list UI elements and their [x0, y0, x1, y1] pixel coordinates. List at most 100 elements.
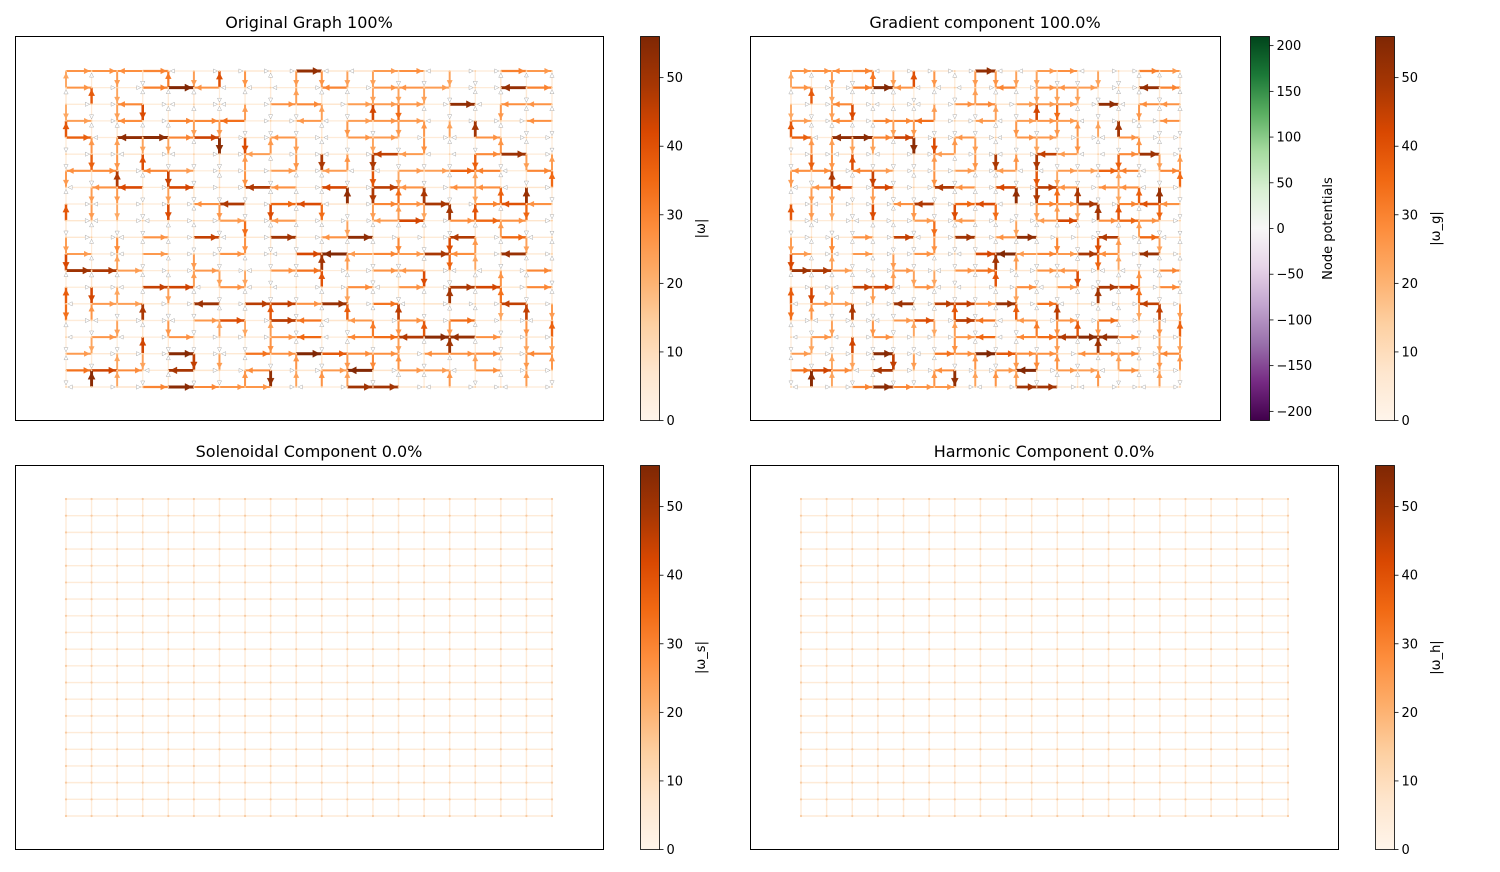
edge-arrow [85, 318, 91, 323]
edge-arrow [911, 197, 917, 203]
graph-node [423, 153, 426, 156]
edge-arrow [268, 155, 274, 161]
edge-arrow [911, 164, 917, 170]
graph-node [295, 631, 298, 634]
edge-arrow [1091, 318, 1097, 323]
edge-arrow [190, 272, 197, 279]
edge-arrow [1008, 367, 1015, 374]
edge-arrow [874, 151, 880, 157]
edge-arrow [187, 234, 193, 240]
edge-arrow [907, 218, 913, 224]
edge-arrow [931, 214, 937, 220]
edge-arrow [866, 201, 872, 207]
graph-node [790, 352, 792, 355]
edge-arrow [803, 250, 810, 257]
graph-node [116, 531, 119, 534]
edge-arrow [272, 284, 277, 290]
edge-arrow [344, 180, 350, 186]
edge-arrow [315, 85, 321, 90]
graph-node [1158, 86, 1161, 89]
edge-arrow [865, 84, 872, 91]
graph-node [1097, 203, 1100, 205]
edge-arrow [468, 384, 474, 390]
edge-arrow [828, 329, 835, 336]
edge-arrow [63, 347, 69, 353]
edge-arrow [494, 118, 500, 124]
graph-node [1179, 369, 1181, 372]
graph-node [320, 698, 323, 701]
graph-node [912, 136, 915, 139]
graph-node [372, 169, 374, 172]
graph-node [269, 253, 272, 255]
edge-arrow [242, 105, 249, 112]
graph-node [320, 153, 323, 156]
edge-arrow [993, 347, 999, 353]
graph-node [65, 286, 67, 289]
graph-node [141, 153, 144, 156]
edge-arrow [447, 197, 453, 203]
edge-arrow [802, 266, 810, 275]
edge-arrow [467, 217, 474, 224]
edge-arrow [370, 288, 376, 294]
edge-arrow [187, 218, 193, 224]
edge-arrow [948, 201, 954, 207]
graph-node [448, 748, 451, 751]
edge-arrow [869, 212, 877, 220]
edge-arrow [1136, 313, 1143, 319]
edge-arrow [217, 347, 222, 353]
graph-node [1076, 286, 1079, 289]
edge-arrow [803, 350, 810, 357]
edge-arrow [865, 234, 872, 241]
graph-node [397, 581, 400, 584]
graph-node [320, 614, 323, 617]
graph-node [1035, 219, 1038, 222]
edge-arrow [523, 371, 530, 378]
graph-node [244, 103, 246, 106]
graph-node [320, 253, 323, 255]
edge-arrow [1034, 347, 1040, 353]
graph-node [218, 514, 221, 517]
edge-arrow [318, 162, 326, 170]
edge-arrow [268, 222, 274, 228]
edge-arrow [366, 301, 372, 307]
edge-arrow [991, 255, 1000, 263]
edge-arrow [396, 297, 402, 303]
edge-arrow [363, 233, 372, 242]
edge-arrow [549, 214, 555, 220]
graph-node [192, 169, 195, 172]
graph-node [892, 136, 895, 139]
edge-arrow [421, 255, 427, 261]
edge-arrow [870, 238, 876, 244]
graph-node [448, 153, 451, 156]
edge-arrow [870, 313, 876, 319]
graph-node [295, 302, 298, 305]
edge-arrow [165, 371, 171, 377]
edge-arrow [829, 122, 835, 128]
edge-arrow [443, 135, 449, 140]
edge-arrow [544, 267, 551, 274]
edge-arrow [972, 222, 978, 227]
edge-arrow [915, 101, 921, 107]
edge-arrow [545, 367, 551, 373]
edge-arrow [809, 122, 814, 128]
edge-arrow [891, 139, 896, 144]
graph-node [790, 103, 792, 106]
edge-arrow [264, 251, 270, 257]
graph-node [65, 253, 67, 255]
edge-arrow [1054, 222, 1060, 228]
graph-node [810, 286, 813, 289]
edge-arrow [1116, 147, 1121, 153]
graph-node [933, 70, 936, 72]
graph-node [64, 614, 68, 617]
edge-arrow [211, 117, 218, 125]
edge-arrow [447, 280, 453, 286]
edge-arrow [1156, 329, 1163, 336]
edge-arrow [926, 383, 933, 391]
edge-arrow [1013, 114, 1019, 120]
graph-node [192, 253, 195, 255]
edge-arrow [1157, 255, 1162, 261]
graph-node [295, 119, 298, 122]
graph-node [218, 748, 221, 751]
edge-arrow [217, 264, 222, 270]
edge-arrow [1177, 280, 1183, 286]
